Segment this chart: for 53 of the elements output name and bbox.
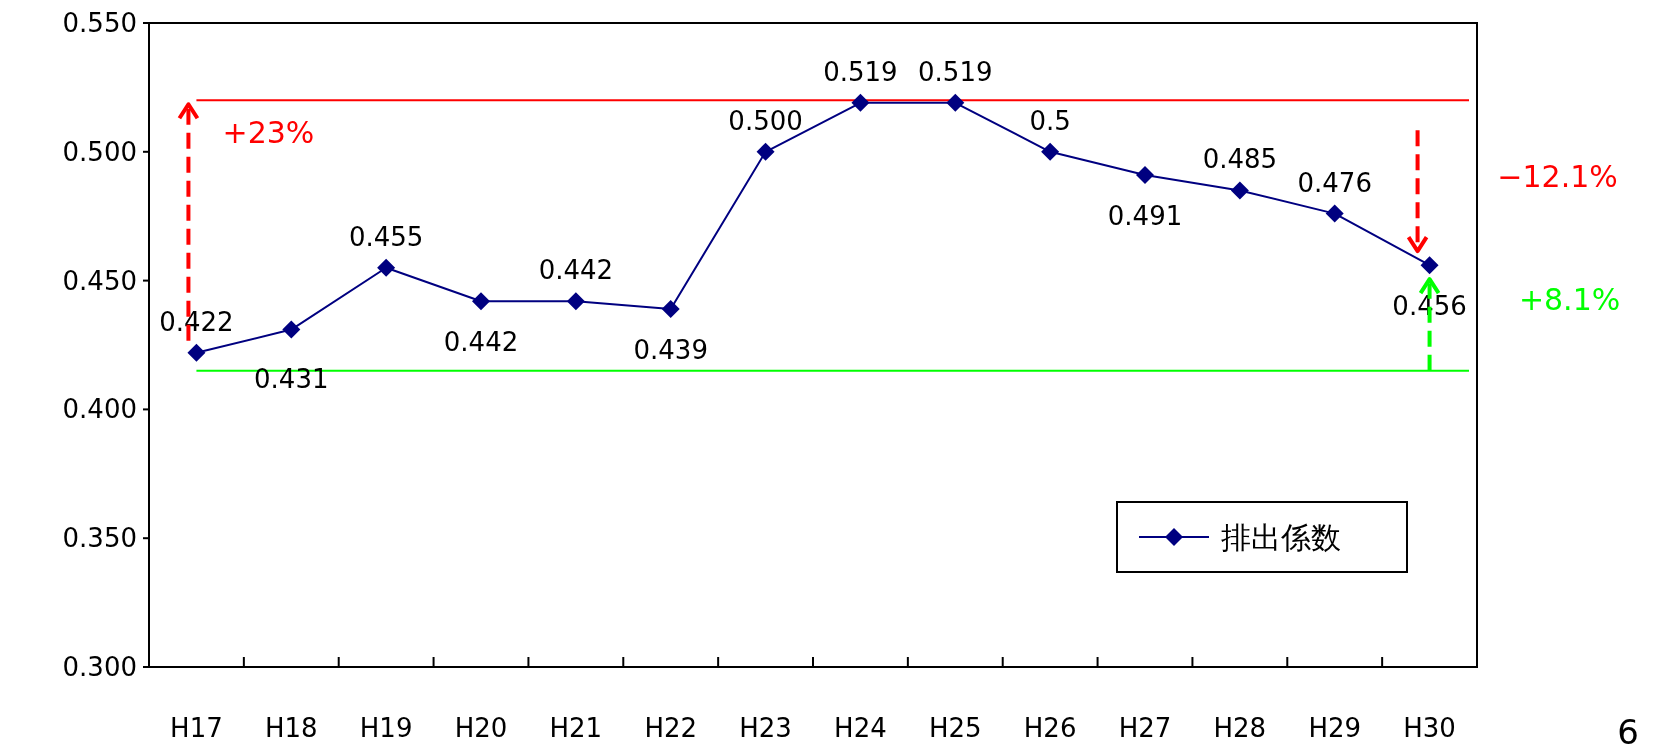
point (282, 320, 301, 339)
point (1230, 181, 1249, 200)
point (756, 142, 775, 161)
x-tick-label: H29 (1308, 713, 1362, 743)
annotation: +23% (222, 114, 315, 150)
data-label: 0.485 (1202, 144, 1278, 175)
point (377, 258, 396, 277)
data-label: 0.519 (918, 56, 993, 87)
data-label: 0.491 (1107, 200, 1183, 231)
point (187, 343, 206, 362)
x-tick-label: H25 (928, 713, 982, 743)
data-label: 0.519 (823, 56, 898, 87)
x-tick-label: H20 (454, 713, 508, 743)
legend-label: 排出係数 (1221, 520, 1341, 555)
point (946, 93, 965, 112)
point (1420, 256, 1439, 275)
x-tick-label: H21 (549, 713, 603, 743)
data-label: 0.455 (348, 221, 424, 252)
data-label: 0.476 (1297, 167, 1372, 198)
data-label: 0.500 (728, 105, 803, 136)
x-tick-label: H17 (170, 713, 223, 743)
x-tick-label: H28 (1213, 713, 1267, 743)
x-tick-label: H23 (739, 713, 792, 743)
point (1325, 204, 1344, 223)
text: +8.1% (1518, 282, 1621, 318)
y-tick-label: 0.450 (62, 265, 137, 296)
y-tick-label: 0.400 (62, 394, 137, 425)
data-label: 0.442 (538, 255, 614, 286)
data-label: 0.422 (159, 306, 234, 337)
text: −12.1% (1497, 159, 1618, 195)
y-tick-label: 0.500 (62, 136, 137, 167)
x-tick-label: H30 (1403, 713, 1456, 743)
x-tick-label: H24 (834, 713, 887, 743)
y-tick-label: 0.350 (62, 523, 137, 554)
data-label: 0.431 (254, 363, 329, 394)
point (851, 93, 870, 112)
x-tick-label: H18 (264, 713, 318, 743)
legend: 排出係数 (1116, 501, 1408, 573)
text: 6 (1617, 712, 1639, 750)
x-tick-label: H22 (644, 713, 698, 743)
data-label: 0.5 (1029, 105, 1071, 136)
data-label: 0.439 (633, 334, 708, 365)
point (566, 292, 585, 311)
x-tick-label: H27 (1118, 713, 1172, 743)
y-tick-label: 0.300 (62, 652, 137, 682)
point (661, 299, 680, 318)
x-tick-label: H19 (359, 713, 413, 743)
point (1136, 165, 1154, 184)
y-tick-label: 0.550 (62, 8, 137, 38)
point (472, 292, 490, 311)
x-tick-label: H26 (1023, 713, 1077, 743)
point (1041, 142, 1060, 161)
data-label: 0.442 (443, 327, 519, 358)
